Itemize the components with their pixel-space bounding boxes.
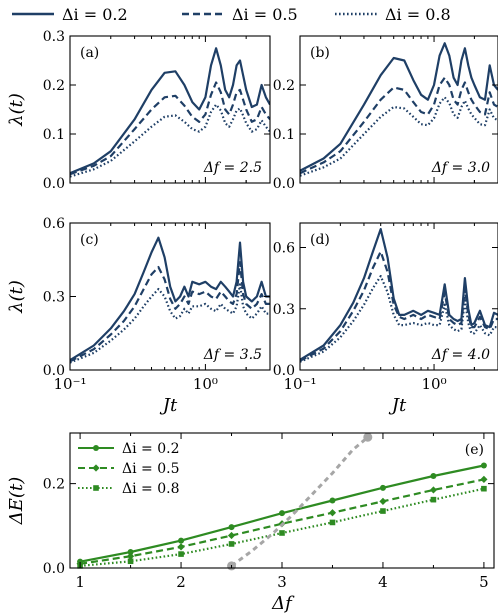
delta-f-annotation: Δf = 3.5 [203,347,262,363]
series-line-dashed [300,250,498,362]
data-point [481,485,487,492]
y-tick-label: 0.0 [43,561,65,577]
panel-tag: (a) [80,45,99,61]
x-tick-label: 1 [75,573,85,591]
series-line-dotted [300,96,498,177]
series-line-dashed [300,76,498,175]
legend-label: Δi = 0.5 [122,461,179,477]
y-axis-label: λ(t) [6,93,27,127]
x-tick-label: 5 [479,573,489,591]
series-line-solid [300,228,498,361]
panels: 0.0 0.1 0.2 0.3 (a) Δf = 2.5 λ(t) 0.0 0.1 0.2 (b) Δ… [6,29,498,614]
y-tick-label: 0.2 [273,78,295,94]
y-tick-label: 0.1 [43,127,65,143]
y-tick-label: 0.3 [43,29,65,45]
panel-tag: (b) [310,45,330,61]
legend-label: Δi = 0.5 [232,5,298,24]
delta-f-annotation: Δf = 3.0 [431,160,490,176]
data-point [279,510,285,517]
data-point [126,552,135,560]
y-tick-label: 0.0 [43,363,65,379]
panel-tag: (e) [465,442,484,458]
y-tick-label: 0.0 [43,176,65,192]
plot-frame [299,222,498,371]
data-point [127,558,134,565]
panel-tag: (d) [310,232,330,248]
data-point [228,541,235,547]
x-tick-label: 10⁻¹ [283,375,316,393]
panel-a: 0.0 0.1 0.2 0.3 (a) Δf = 2.5 λ(t) [6,29,271,192]
data-point [430,496,437,503]
data-point [379,497,387,505]
y-axis-label: λ(t) [6,280,27,314]
x-axis-label: Δf [271,593,295,614]
x-tick-label: 4 [378,573,388,591]
legend-marker [93,485,99,491]
y-tick-label: 0.3 [273,302,295,318]
panel-d: 0.0 0.3 0.6 10⁻¹ 10⁰ (d) Δf = 4.0 Jt [273,222,498,416]
y-tick-label: 0.2 [43,477,65,493]
data-point [429,486,438,494]
series-line-solid [70,236,270,362]
x-tick-label: 10⁰ [421,375,446,393]
panel-b: 0.0 0.1 0.2 (b) Δf = 3.0 [273,35,498,192]
data-point [480,475,488,484]
x-tick-label: 10⁻¹ [53,375,86,393]
series-line-dashed [79,478,485,565]
series-line-dotted [70,283,270,364]
y-axis-label: ΔE(t) [6,477,27,525]
data-point [329,519,336,526]
legend-label: Δi = 0.2 [62,5,128,24]
y-tick-label: 0.2 [43,78,65,94]
data-point [328,509,337,517]
panel-legend: Δi = 0.2 Δi = 0.5 Δi = 0.8 [78,441,179,497]
data-point [380,508,386,514]
delta-f-annotation: Δf = 2.5 [203,160,262,176]
series-line-dashed [70,81,270,176]
x-axis-label: Jt [159,395,178,416]
data-point [178,551,184,557]
data-point [329,497,336,504]
data-point [177,543,185,551]
plot-frame [69,35,271,184]
panel-c: 0.0 0.3 0.6 10⁻¹ 10⁰ (c) Δf = 3.5 λ(t) Jt [6,216,271,416]
x-tick-label: 10⁰ [193,375,218,393]
x-tick-label: 2 [176,573,186,591]
series-line-solid [70,47,270,175]
legend-label: Δi = 0.8 [122,481,179,497]
data-point [379,484,386,491]
data-point [430,473,437,480]
data-point [178,537,185,544]
plot-frame [299,35,498,184]
top-legend: Δi = 0.2 Δi = 0.5 Δi = 0.8 [12,5,451,24]
data-point [480,462,487,469]
y-tick-label: 0.0 [273,363,295,379]
legend-marker [93,445,99,451]
legend-label: Δi = 0.2 [122,441,179,457]
data-point [363,432,373,442]
data-point [279,530,285,536]
data-point [228,524,235,531]
series-line-gray-dashed [230,436,369,568]
delta-f-annotation: Δf = 4.0 [431,347,490,363]
y-tick-label: 0.6 [43,216,65,232]
data-point [127,548,134,555]
series-line-dotted [300,275,498,363]
x-axis-label: Jt [388,395,407,416]
panel-tag: (c) [80,232,99,248]
y-tick-label: 0.1 [273,127,295,143]
legend-marker [92,464,100,472]
y-tick-label: 0.3 [43,290,65,306]
y-tick-label: 0.0 [273,176,295,192]
series-line-solid [300,42,498,172]
legend-label: Δi = 0.8 [385,5,451,24]
x-tick-label: 3 [277,573,287,591]
data-point [227,531,236,540]
series-line-dashed [70,261,270,363]
y-tick-label: 0.6 [273,241,295,257]
